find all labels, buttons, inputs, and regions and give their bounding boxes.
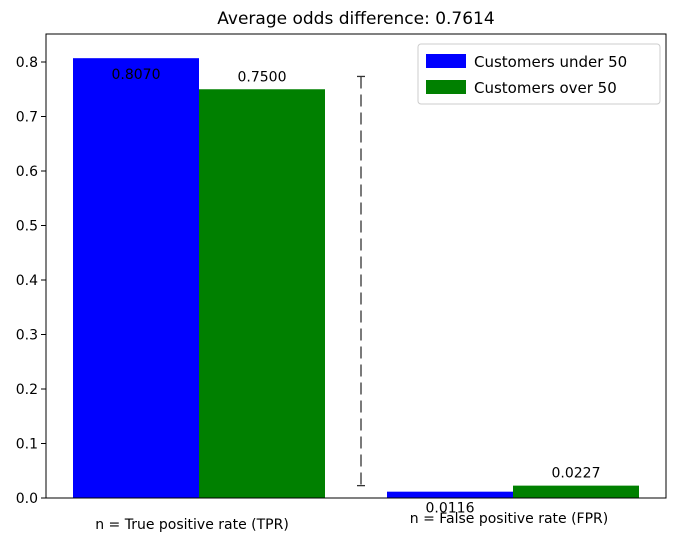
y-tick-label: 0.2 [16, 382, 38, 398]
chart-title: Average odds difference: 0.7614 [217, 9, 494, 29]
data-label-series0-cat0: 0.8070 [112, 67, 161, 83]
legend-box [417, 43, 661, 105]
annotation-layer [357, 75, 365, 487]
legend-label-0: Customers under 50 [474, 53, 627, 71]
bar-series0-cat1 [387, 491, 513, 498]
legend-swatch-1 [426, 80, 466, 94]
y-tick-label: 0.6 [16, 164, 38, 180]
y-tick-label: 0.0 [16, 491, 38, 507]
y-tick-label: 0.1 [16, 437, 38, 453]
legend-label-1: Customers over 50 [474, 79, 617, 97]
y-axis: 0.0 0.1 0.2 0.3 0.4 0.5 0.6 0.7 0.8 [16, 55, 46, 507]
legend: Customers under 50 Customers over 50 [417, 43, 661, 105]
data-label-series0-cat1: 0.0116 [426, 501, 475, 517]
bar-series0-cat0 [73, 58, 199, 499]
data-label-series1-cat0: 0.7500 [238, 69, 287, 85]
y-tick-label: 0.4 [16, 273, 38, 289]
y-tick-label: 0.8 [16, 55, 38, 71]
category-label-tpr: n = True positive rate (TPR) [95, 517, 289, 533]
data-label-series1-cat1: 0.0227 [552, 466, 601, 482]
bar-series1-cat1 [513, 485, 639, 498]
category-label-fpr: n = False positive rate (FPR) [410, 511, 609, 527]
bars-layer: 0.8070 0.0116 0.7500 0.0227 [73, 58, 639, 517]
bar-series1-cat0 [199, 89, 325, 498]
y-tick-label: 0.7 [16, 110, 38, 126]
plot-frame [45, 33, 667, 499]
y-tick-label: 0.3 [16, 328, 38, 344]
y-tick-label: 0.5 [16, 219, 38, 235]
legend-swatch-0 [426, 54, 466, 68]
